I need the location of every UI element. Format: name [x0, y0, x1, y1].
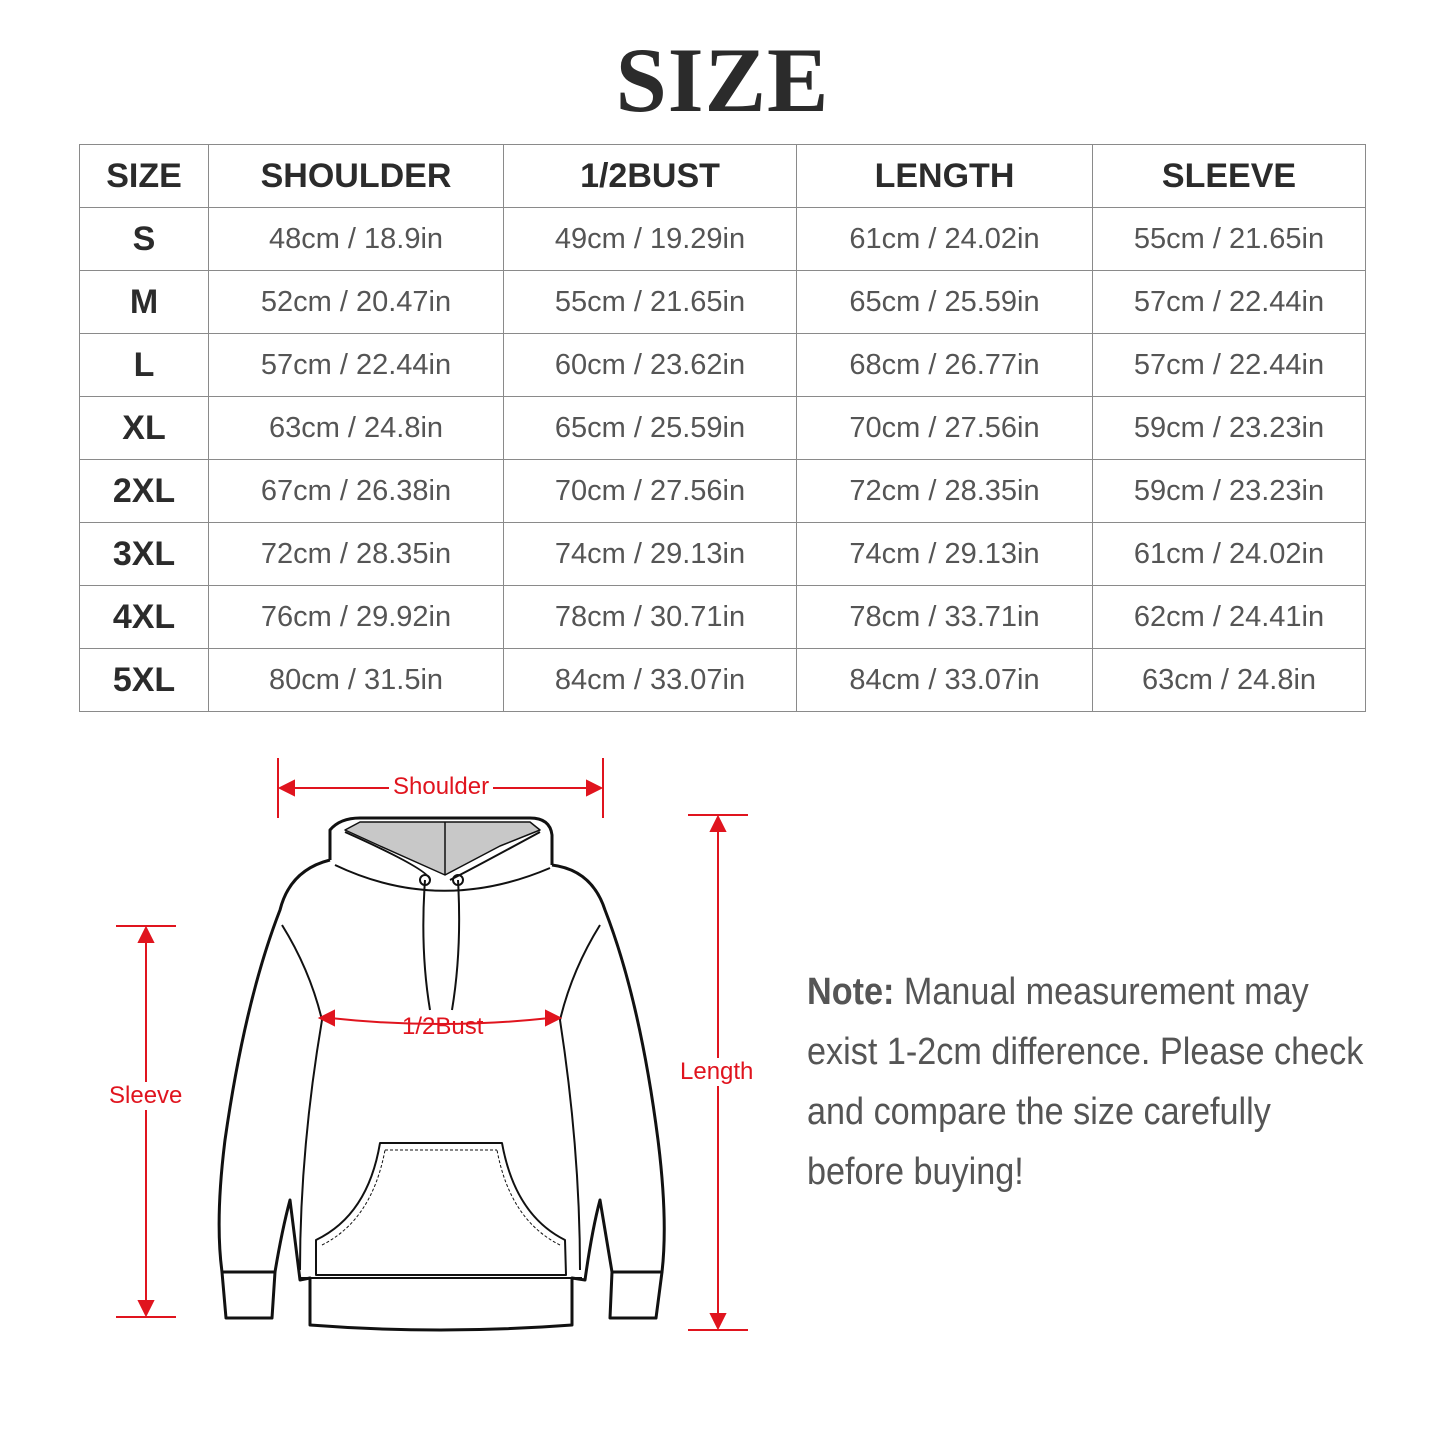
column-header-sleeve: SLEEVE: [1092, 144, 1366, 208]
note-text: Note: Manual measurement may exist 1-2cm…: [807, 962, 1365, 1202]
measurement-cell: 70cm / 27.56in: [796, 396, 1093, 460]
column-header-1-2bust: 1/2BUST: [503, 144, 797, 208]
measurement-cell: 78cm / 30.71in: [503, 585, 797, 649]
measurement-cell: 76cm / 29.92in: [208, 585, 504, 649]
measurement-cell: 61cm / 24.02in: [796, 207, 1093, 271]
measurement-cell: 80cm / 31.5in: [208, 648, 504, 712]
measurement-cell: 52cm / 20.47in: [208, 270, 504, 334]
measurement-cell: 61cm / 24.02in: [1092, 522, 1366, 586]
pocket-outline: [315, 1142, 567, 1276]
page-title: SIZE: [615, 29, 830, 131]
sleeve-label: Sleeve: [105, 1082, 187, 1110]
measurement-cell: 55cm / 21.65in: [1092, 207, 1366, 271]
size-cell: L: [79, 333, 209, 397]
measurement-cell: 49cm / 19.29in: [503, 207, 797, 271]
measurement-cell: 57cm / 22.44in: [1092, 270, 1366, 334]
measurement-cell: 63cm / 24.8in: [208, 396, 504, 460]
measurement-cell: 72cm / 28.35in: [208, 522, 504, 586]
body-outline: [217, 858, 666, 1332]
measurement-cell: 59cm / 23.23in: [1092, 459, 1366, 523]
size-cell: 3XL: [79, 522, 209, 586]
hood-outline: [328, 816, 554, 865]
hoodie-diagram: [116, 758, 748, 1332]
measurement-cell: 78cm / 33.71in: [796, 585, 1093, 649]
table-row: 5XL 80cm / 31.5in 84cm / 33.07in 84cm / 33.…: [79, 648, 1366, 712]
size-table: SIZE SHOULDER 1/2BUST LENGTH SLEEVE S 48cm / …: [79, 144, 1366, 712]
table-row: M 52cm / 20.47in 55cm / 21.65in 65cm / 25.5…: [79, 270, 1366, 334]
table-row: 2XL 67cm / 26.38in 70cm / 27.56in 72cm / 28…: [79, 459, 1366, 523]
table-row: XL 63cm / 24.8in 65cm / 25.59in 70cm / 27.5…: [79, 396, 1366, 460]
size-cell: 4XL: [79, 585, 209, 649]
measurement-cell: 67cm / 26.38in: [208, 459, 504, 523]
size-cell: M: [79, 270, 209, 334]
column-header-shoulder: SHOULDER: [208, 144, 504, 208]
note-body: Manual measurement may exist 1-2cm diffe…: [807, 971, 1364, 1193]
table-row: S 48cm / 18.9in 49cm / 19.29in 61cm / 24.02…: [79, 207, 1366, 271]
size-cell: S: [79, 207, 209, 271]
measurement-cell: 74cm / 29.13in: [503, 522, 797, 586]
size-cell: 5XL: [79, 648, 209, 712]
measurement-cell: 65cm / 25.59in: [796, 270, 1093, 334]
bust-label: 1/2Bust: [402, 1013, 484, 1040]
measurement-cell: 60cm / 23.62in: [503, 333, 797, 397]
column-header-size: SIZE: [79, 144, 209, 208]
table-row: 3XL 72cm / 28.35in 74cm / 29.13in 74cm / 29…: [79, 522, 1366, 586]
column-header-length: LENGTH: [796, 144, 1093, 208]
length-label: Length: [676, 1058, 758, 1086]
measurement-cell: 65cm / 25.59in: [503, 396, 797, 460]
measurement-cell: 62cm / 24.41in: [1092, 585, 1366, 649]
table-row: L 57cm / 22.44in 60cm / 23.62in 68cm / 26.7…: [79, 333, 1366, 397]
size-cell: 2XL: [79, 459, 209, 523]
size-cell: XL: [79, 396, 209, 460]
note-label: Note:: [807, 971, 895, 1013]
measurement-cell: 59cm / 23.23in: [1092, 396, 1366, 460]
measurement-cell: 55cm / 21.65in: [503, 270, 797, 334]
measurement-cell: 68cm / 26.77in: [796, 333, 1093, 397]
measurement-cell: 74cm / 29.13in: [796, 522, 1093, 586]
table-row: 4XL 76cm / 29.92in 78cm / 30.71in 78cm / 33…: [79, 585, 1366, 649]
shoulder-label: Shoulder: [389, 773, 494, 801]
measurement-cell: 72cm / 28.35in: [796, 459, 1093, 523]
measurement-cell: 84cm / 33.07in: [503, 648, 797, 712]
measurement-cell: 57cm / 22.44in: [1092, 333, 1366, 397]
measurement-cell: 63cm / 24.8in: [1092, 648, 1366, 712]
measurement-cell: 57cm / 22.44in: [208, 333, 504, 397]
measurement-cell: 70cm / 27.56in: [503, 459, 797, 523]
measurement-cell: 48cm / 18.9in: [208, 207, 504, 271]
table-header-row: SIZE SHOULDER 1/2BUST LENGTH SLEEVE: [79, 144, 1366, 208]
measurement-cell: 84cm / 33.07in: [796, 648, 1093, 712]
